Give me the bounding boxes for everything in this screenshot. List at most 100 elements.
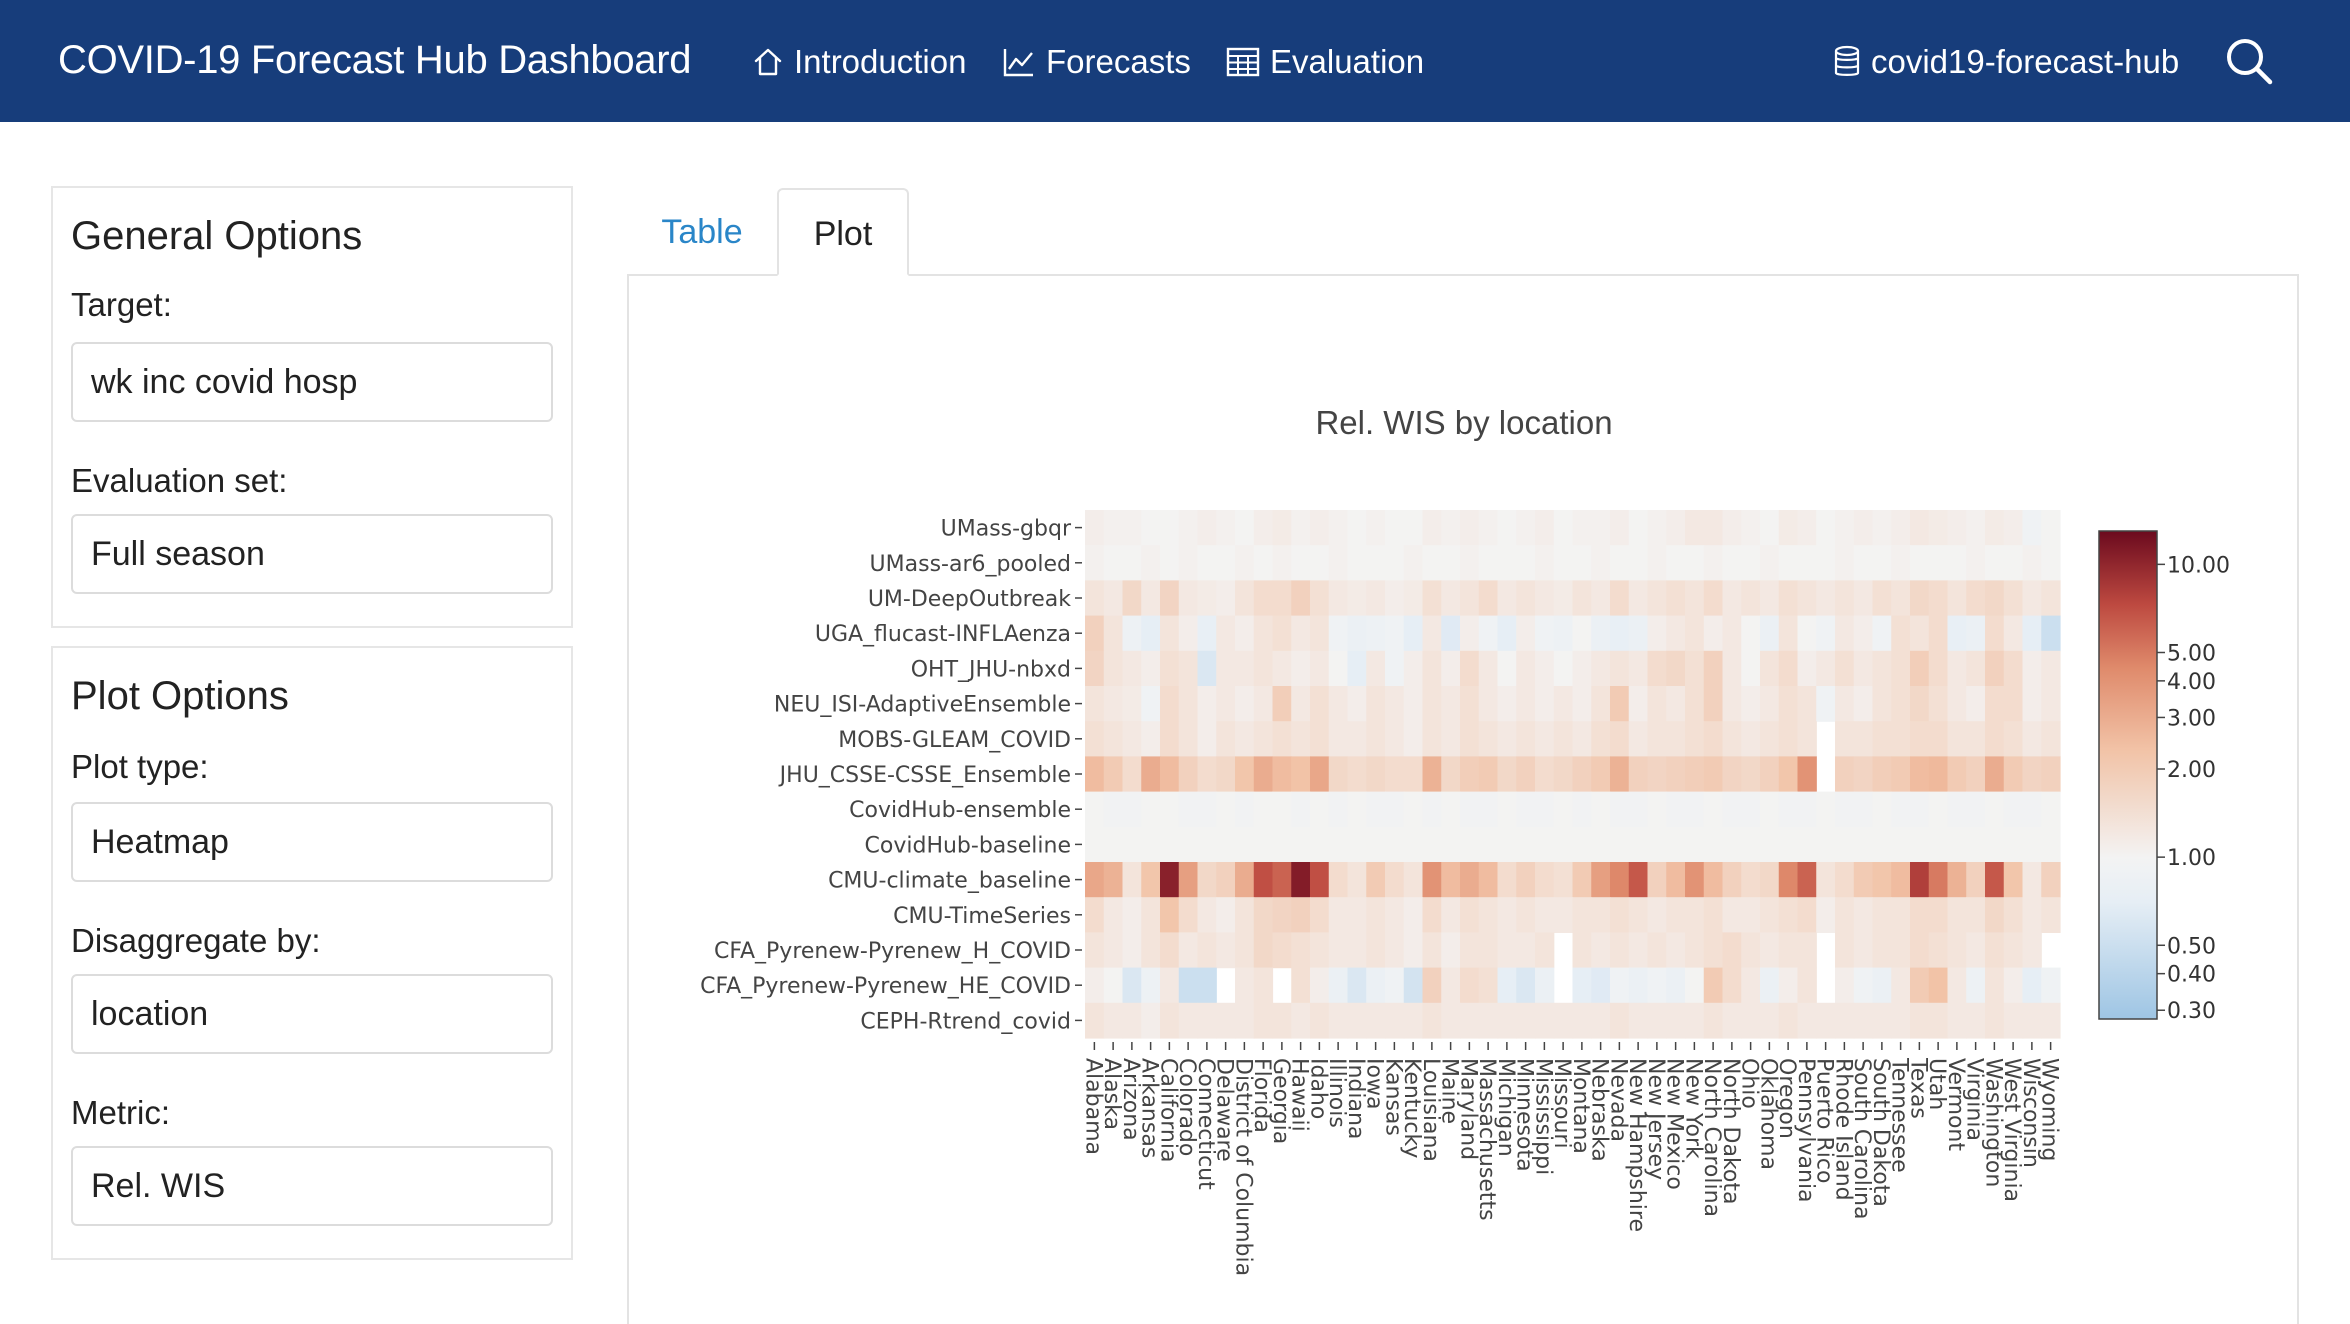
app-title[interactable]: COVID-19 Forecast Hub Dashboard xyxy=(58,38,692,82)
heatmap-cell[interactable] xyxy=(1666,756,1686,793)
heatmap-cell[interactable] xyxy=(1628,615,1649,652)
heatmap-cell[interactable] xyxy=(1610,1002,1630,1039)
heatmap-cell[interactable] xyxy=(1366,650,1386,687)
heatmap-cell[interactable] xyxy=(1891,580,1911,617)
heatmap-cell[interactable] xyxy=(1835,791,1855,828)
heatmap-cell[interactable] xyxy=(1310,510,1330,546)
heatmap-cell[interactable] xyxy=(1703,510,1724,546)
heatmap-cell[interactable] xyxy=(1366,580,1386,617)
heatmap-cell[interactable] xyxy=(2022,721,2042,757)
heatmap-cell[interactable] xyxy=(1535,967,1555,1004)
heatmap-cell[interactable] xyxy=(1085,756,1105,793)
heatmap-cell[interactable] xyxy=(1647,615,1667,652)
heatmap-cell[interactable] xyxy=(1816,510,1836,546)
heatmap-cell[interactable] xyxy=(1666,615,1686,652)
heatmap-cell[interactable] xyxy=(1553,580,1574,617)
heatmap-cell[interactable] xyxy=(1778,826,1799,863)
heatmap-cell[interactable] xyxy=(1291,615,1311,652)
heatmap-cell[interactable] xyxy=(1778,932,1799,969)
heatmap-cell[interactable] xyxy=(1741,721,1761,757)
heatmap-cell[interactable] xyxy=(1103,967,1124,1004)
heatmap-cell[interactable] xyxy=(1403,615,1424,652)
heatmap-cell[interactable] xyxy=(1197,756,1217,793)
heatmap-cell[interactable] xyxy=(1103,1002,1124,1039)
heatmap-cell[interactable] xyxy=(1272,615,1292,652)
heatmap-cell[interactable] xyxy=(1610,791,1630,828)
heatmap-cell[interactable] xyxy=(1535,510,1555,546)
heatmap-cell[interactable] xyxy=(1085,791,1105,828)
heatmap-cell[interactable] xyxy=(1328,897,1349,933)
heatmap-cell[interactable] xyxy=(1872,650,1892,687)
heatmap-cell[interactable] xyxy=(1497,897,1517,933)
heatmap-cell[interactable] xyxy=(2041,791,2061,828)
heatmap-cell[interactable] xyxy=(1910,862,1930,898)
heatmap-cell[interactable] xyxy=(1910,686,1930,722)
heatmap-cell[interactable] xyxy=(1553,650,1574,687)
heatmap-cell[interactable] xyxy=(1141,686,1161,722)
heatmap-cell[interactable] xyxy=(1797,721,1817,757)
heatmap-cell[interactable] xyxy=(1703,791,1724,828)
heatmap-cell[interactable] xyxy=(1328,615,1349,652)
heatmap-cell[interactable] xyxy=(1666,580,1686,617)
heatmap-cell[interactable] xyxy=(1572,862,1592,898)
heatmap-cell[interactable] xyxy=(1441,1002,1461,1039)
heatmap-cell[interactable] xyxy=(1778,650,1799,687)
heatmap-cell[interactable] xyxy=(1666,545,1686,581)
heatmap-cell[interactable] xyxy=(1985,756,2005,793)
heatmap-cell[interactable] xyxy=(1778,510,1799,546)
heatmap-cell[interactable] xyxy=(1647,967,1667,1004)
heatmap-cell[interactable] xyxy=(1310,686,1330,722)
heatmap-cell[interactable] xyxy=(1872,791,1892,828)
heatmap-cell[interactable] xyxy=(1085,826,1105,863)
heatmap-cell[interactable] xyxy=(1478,580,1499,617)
heatmap-cell[interactable] xyxy=(1685,1002,1705,1039)
heatmap-cell[interactable] xyxy=(1591,615,1611,652)
heatmap-cell[interactable] xyxy=(2003,615,2024,652)
heatmap-cell[interactable] xyxy=(1235,967,1255,1004)
heatmap-cell[interactable] xyxy=(1516,862,1536,898)
heatmap-cell[interactable] xyxy=(1160,826,1180,863)
heatmap-cell[interactable] xyxy=(1347,580,1367,617)
heatmap-cell[interactable] xyxy=(1253,580,1274,617)
heatmap-cell[interactable] xyxy=(1460,545,1480,581)
heatmap-cell[interactable] xyxy=(1928,756,1949,793)
heatmap-cell[interactable] xyxy=(1591,721,1611,757)
heatmap-cell[interactable] xyxy=(1835,615,1855,652)
heatmap-cell[interactable] xyxy=(1422,545,1442,581)
heatmap-chart[interactable]: Rel. WIS by location UMass-gbqr UMass-ar6… xyxy=(629,276,2297,1324)
heatmap-cell[interactable] xyxy=(1628,650,1649,687)
heatmap-cell[interactable] xyxy=(1160,545,1180,581)
heatmap-cell[interactable] xyxy=(1235,791,1255,828)
heatmap-cell[interactable] xyxy=(1910,580,1930,617)
heatmap-cell[interactable] xyxy=(1422,686,1442,722)
heatmap-cell[interactable] xyxy=(1853,791,1874,828)
nav-introduction[interactable]: Introduction xyxy=(752,43,966,81)
heatmap-cell[interactable] xyxy=(1291,510,1311,546)
heatmap-cell[interactable] xyxy=(1272,932,1292,969)
heatmap-cell[interactable] xyxy=(1122,721,1142,757)
heatmap-cell[interactable] xyxy=(1628,1002,1649,1039)
heatmap-cell[interactable] xyxy=(1985,510,2005,546)
heatmap-cell[interactable] xyxy=(1310,756,1330,793)
heatmap-cell[interactable] xyxy=(2022,932,2042,969)
heatmap-cell[interactable] xyxy=(1216,580,1236,617)
heatmap-cell[interactable] xyxy=(1610,510,1630,546)
heatmap-cell[interactable] xyxy=(1422,897,1442,933)
heatmap-cell[interactable] xyxy=(1478,510,1499,546)
heatmap-cell[interactable] xyxy=(1122,580,1142,617)
heatmap-cell[interactable] xyxy=(1535,932,1555,969)
heatmap-cell[interactable] xyxy=(1853,686,1874,722)
heatmap-cell[interactable] xyxy=(1685,510,1705,546)
heatmap-cell[interactable] xyxy=(1385,1002,1405,1039)
heatmap-cell[interactable] xyxy=(2003,967,2024,1004)
target-select[interactable]: wk inc covid hosp xyxy=(71,342,553,422)
heatmap-cell[interactable] xyxy=(1910,510,1930,546)
heatmap-cell[interactable] xyxy=(1572,686,1592,722)
heatmap-cell[interactable] xyxy=(1085,967,1105,1004)
heatmap-cell[interactable] xyxy=(1141,897,1161,933)
heatmap-cell[interactable] xyxy=(1647,826,1667,863)
heatmap-cell[interactable] xyxy=(1703,545,1724,581)
heatmap-cell[interactable] xyxy=(1253,897,1274,933)
heatmap-cell[interactable] xyxy=(1272,756,1292,793)
heatmap-cell[interactable] xyxy=(1685,545,1705,581)
